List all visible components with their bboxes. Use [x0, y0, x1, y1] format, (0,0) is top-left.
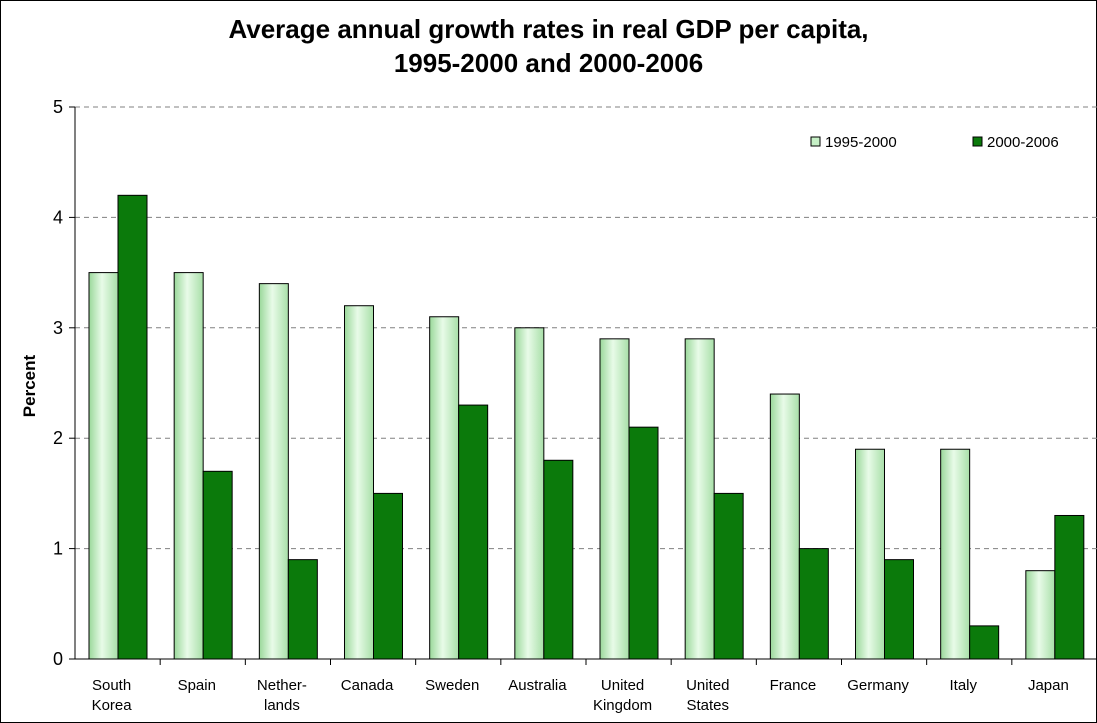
bar-2000-2006-6	[628, 426, 659, 660]
bar-1995-2000-5	[514, 327, 545, 660]
category-label: Canada	[341, 677, 394, 694]
category-label: Australia	[508, 677, 567, 694]
chart-title-line-1: Average annual growth rates in real GDP …	[228, 14, 869, 44]
bar-2000-2006-7	[713, 492, 744, 660]
bar-2000-2006-8	[798, 548, 829, 660]
bar-2000-2006-10	[969, 625, 1000, 660]
category-label: Sweden	[425, 677, 479, 694]
bar-1995-2000-8	[769, 393, 800, 660]
bar-1995-2000-6	[599, 338, 630, 660]
category-labels: South Korea Spain Nether-lands Canada Sweden A…	[92, 677, 1069, 714]
category-label: Japan	[1028, 677, 1069, 694]
category-label: Nether-lands	[257, 677, 307, 714]
category-label: United Kingdom	[593, 677, 652, 714]
category-label: South Korea	[92, 677, 133, 714]
bar-2000-2006-3	[373, 492, 403, 660]
category-label: Italy	[949, 677, 977, 694]
bars	[88, 194, 1085, 660]
bar-1995-2000-11	[1025, 570, 1056, 660]
legend-swatch	[810, 136, 821, 147]
y-tick-label: 0	[53, 649, 63, 669]
axes: 0 1 2 3 4 5	[53, 97, 1097, 669]
bar-1995-2000-2	[258, 283, 289, 660]
bar-2000-2006-11	[1054, 514, 1085, 660]
chart-title-line-2: 1995-2000 and 2000-2006	[393, 48, 704, 78]
legend-swatch	[972, 136, 983, 147]
bar-1995-2000-1	[173, 272, 204, 660]
legend: 1995-2000 2000-2006	[810, 134, 1059, 151]
y-axis-title: Percent	[20, 354, 39, 417]
legend-label: 1995-2000	[825, 134, 897, 151]
y-tick-label: 1	[53, 539, 63, 559]
y-tick-label: 2	[53, 428, 63, 448]
bar-1995-2000-10	[940, 448, 971, 660]
bar-1995-2000-4	[429, 316, 460, 660]
category-label: United States	[686, 677, 729, 714]
bar-1995-2000-7	[684, 338, 715, 660]
category-label: Germany	[847, 677, 909, 694]
bar-2000-2006-2	[287, 559, 318, 660]
y-tick-label: 3	[53, 318, 63, 338]
y-tick-label: 5	[53, 97, 63, 117]
category-label: France	[770, 677, 817, 694]
y-tick-label: 4	[53, 207, 63, 227]
bar-2000-2006-9	[884, 559, 914, 660]
bar-2000-2006-5	[543, 459, 574, 660]
category-label: Spain	[178, 677, 216, 694]
bar-2000-2006-4	[458, 404, 489, 660]
bar-1995-2000-0	[88, 272, 119, 660]
bar-2000-2006-0	[117, 194, 148, 660]
legend-label: 2000-2006	[987, 134, 1059, 151]
chart-title: Average annual growth rates in real GDP …	[0, 12, 1097, 80]
bar-1995-2000-9	[855, 448, 885, 660]
bar-2000-2006-1	[202, 470, 233, 660]
bar-1995-2000-3	[344, 305, 374, 660]
